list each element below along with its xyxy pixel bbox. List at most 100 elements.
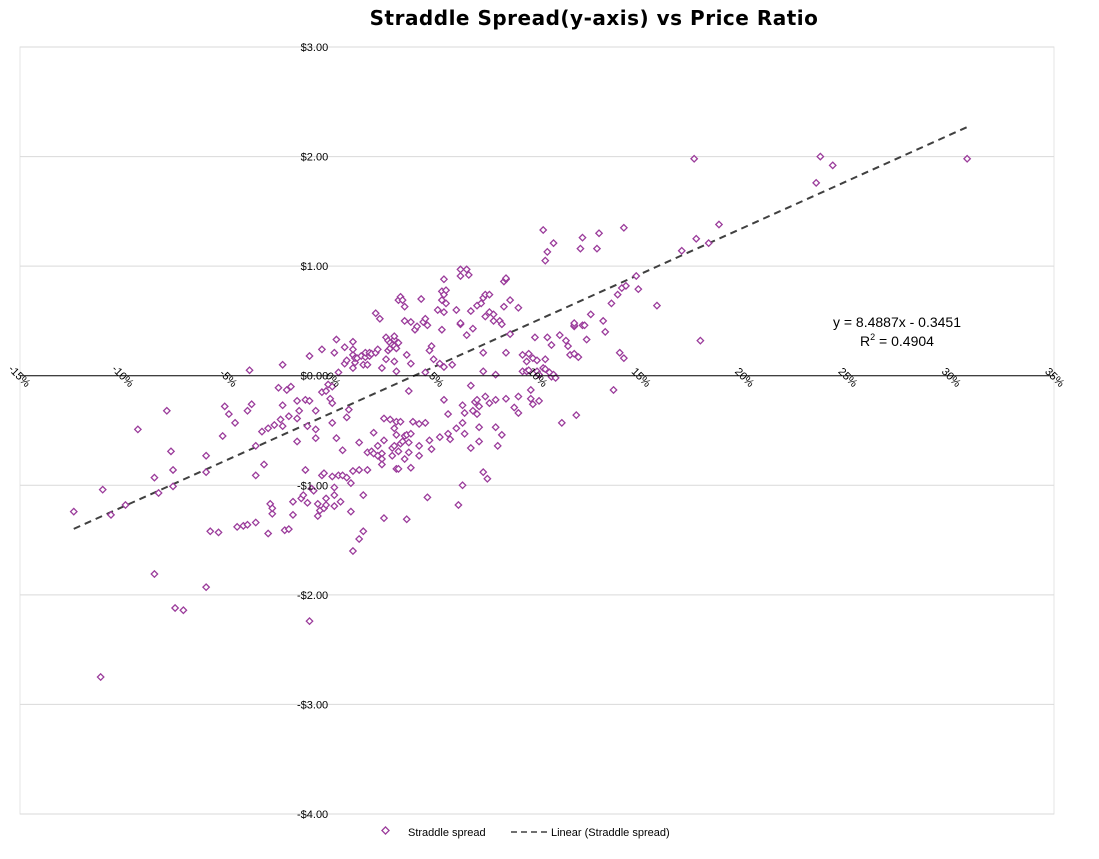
data-point <box>474 437 484 446</box>
data-point <box>421 314 430 323</box>
data-points <box>69 152 972 682</box>
y-tick-label: $0.00 <box>301 371 329 383</box>
y-tick-labels: $3.00 $2.00 $1.00 $0.00 -$1.00 -$2.00 -$3.00 -$… <box>297 42 328 821</box>
data-point <box>179 606 188 615</box>
data-point <box>404 386 413 396</box>
data-point <box>404 448 413 457</box>
data-point <box>292 396 302 406</box>
data-point <box>472 395 482 404</box>
data-point <box>474 402 484 411</box>
data-point <box>348 345 358 354</box>
data-point <box>555 331 564 340</box>
data-point <box>400 454 409 464</box>
data-point <box>284 412 293 421</box>
data-point <box>828 161 837 170</box>
data-point <box>477 299 486 308</box>
data-point <box>392 430 401 440</box>
data-point <box>613 290 622 299</box>
data-point <box>578 233 587 242</box>
trendline-layer <box>73 126 968 530</box>
data-point <box>406 463 415 472</box>
data-point <box>456 319 465 328</box>
data-point <box>615 348 624 357</box>
data-point <box>570 349 579 358</box>
data-point <box>485 290 494 299</box>
data-point <box>539 225 548 235</box>
data-point <box>170 603 180 613</box>
data-point <box>963 154 972 163</box>
data-point <box>363 360 372 369</box>
data-point <box>481 312 490 321</box>
data-point <box>390 357 399 366</box>
data-point <box>379 436 389 445</box>
data-point <box>299 491 308 500</box>
data-point <box>355 534 364 544</box>
data-point <box>321 386 331 396</box>
data-point <box>489 310 498 319</box>
data-point <box>543 333 552 342</box>
data-point <box>305 396 314 406</box>
data-point <box>408 417 418 426</box>
data-point <box>330 501 339 511</box>
data-point <box>276 415 285 424</box>
data-point <box>505 329 515 339</box>
data-point <box>541 256 550 265</box>
data-point <box>396 417 405 426</box>
data-point <box>425 436 434 445</box>
data-point <box>342 356 351 365</box>
data-point <box>202 451 211 460</box>
data-point <box>415 451 424 460</box>
data-point <box>580 321 589 330</box>
data-point <box>586 310 595 319</box>
data-point <box>460 408 469 418</box>
data-point <box>441 286 451 295</box>
data-point <box>634 285 643 294</box>
data-point <box>321 500 331 510</box>
legend-marker-icon <box>381 826 390 835</box>
data-point <box>491 370 500 379</box>
data-point <box>69 507 78 516</box>
data-point <box>576 244 585 253</box>
data-point <box>359 527 368 536</box>
data-point <box>311 434 320 443</box>
data-point <box>572 411 581 420</box>
data-point <box>332 335 341 344</box>
data-point <box>270 420 279 430</box>
data-point <box>251 441 260 450</box>
data-point <box>202 583 211 592</box>
data-point <box>313 499 322 509</box>
data-point <box>162 406 171 415</box>
data-point <box>257 427 267 436</box>
data-point <box>313 511 322 521</box>
data-point <box>288 510 298 519</box>
data-point <box>479 348 488 357</box>
data-point <box>485 308 494 317</box>
data-point <box>677 246 686 255</box>
data-point <box>340 343 349 352</box>
data-point <box>501 394 511 403</box>
data-point <box>346 507 355 516</box>
data-point <box>402 515 411 524</box>
data-point <box>303 421 312 431</box>
data-point <box>599 316 608 326</box>
data-point <box>532 356 542 365</box>
legend-label-linear: Linear (Straddle spread) <box>551 827 670 839</box>
data-point <box>524 349 533 358</box>
data-point <box>224 409 233 419</box>
r-squared-exponent: 2 <box>870 332 875 342</box>
data-point <box>247 400 256 409</box>
data-point <box>582 335 591 344</box>
data-point <box>479 367 488 376</box>
data-point <box>264 529 273 538</box>
data-point <box>404 438 413 447</box>
data-point <box>454 500 463 510</box>
data-point <box>282 385 291 395</box>
data-point <box>541 365 550 374</box>
data-point <box>394 447 403 456</box>
data-point <box>398 437 407 446</box>
data-point <box>619 223 628 232</box>
trendline-equation: y = 8.4887x - 0.3451 <box>833 314 961 330</box>
data-point <box>394 464 403 473</box>
data-point <box>381 355 391 364</box>
data-point <box>812 178 821 187</box>
